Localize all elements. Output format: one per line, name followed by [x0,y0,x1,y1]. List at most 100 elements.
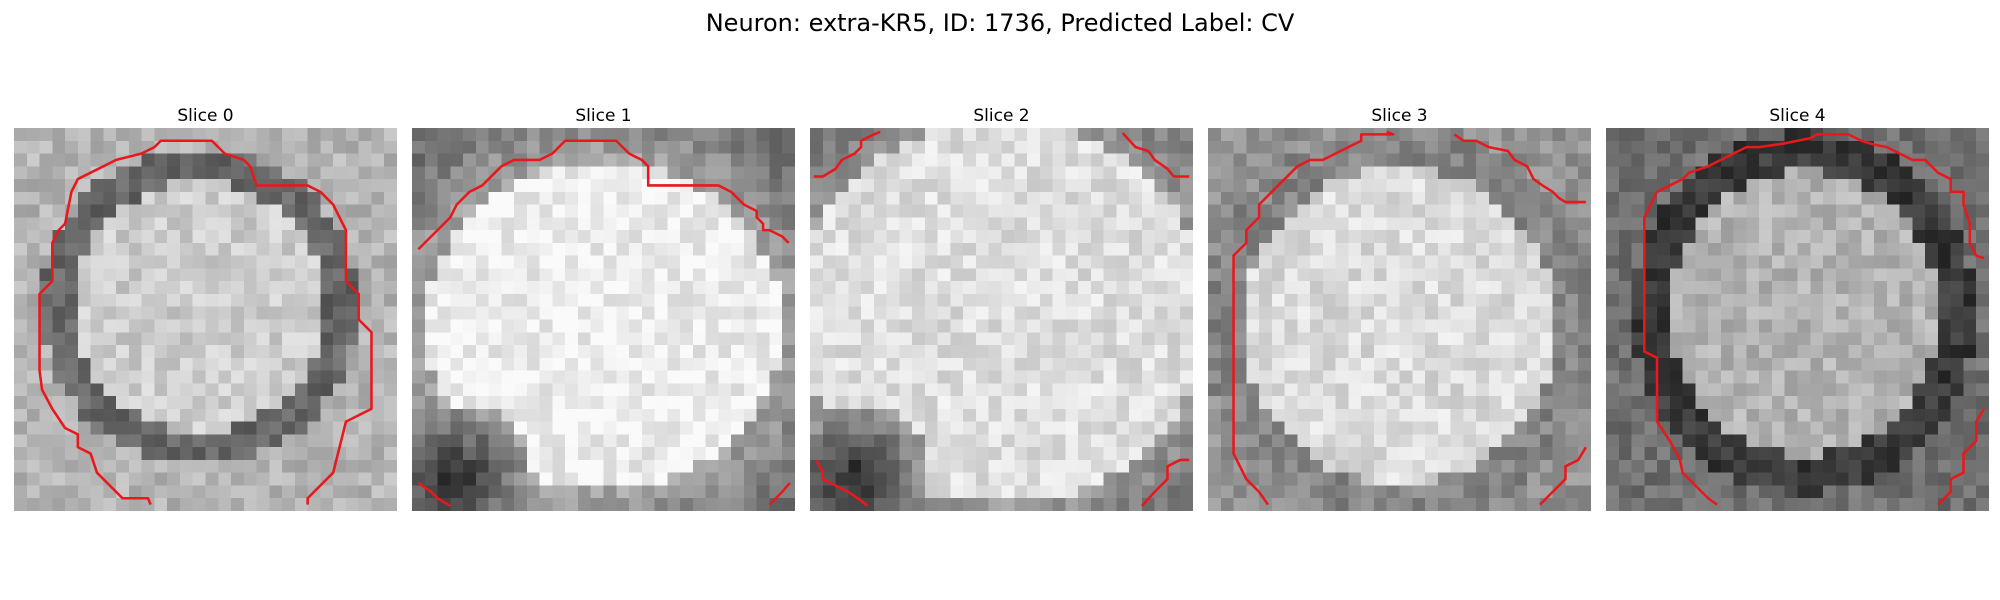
pixel [231,191,245,205]
pixel [616,383,630,397]
pixel [1606,217,1620,231]
pixel [1708,472,1722,486]
pixel [1167,357,1181,371]
pixel [873,421,887,435]
pixel [616,217,630,231]
pixel [1823,293,1837,307]
pixel [1539,332,1553,346]
pixel [1386,242,1400,256]
pixel [1848,293,1862,307]
pixel [680,485,694,499]
pixel [1937,332,1951,346]
pixel [1950,421,1964,435]
pixel [603,396,617,410]
pixel [90,306,104,320]
pixel [488,204,502,218]
pixel [1027,140,1041,154]
pixel [1437,319,1451,333]
pixel [743,357,757,371]
pixel [1246,357,1260,371]
pixel [1233,255,1247,269]
pixel [243,306,257,320]
pixel [358,217,372,231]
pixel [539,370,553,384]
pixel [1399,306,1413,320]
pixel [577,434,591,448]
pixel [1861,281,1875,295]
pixel [282,140,296,154]
pixel [873,268,887,282]
pixel [924,166,938,180]
pixel [603,383,617,397]
pixel [705,459,719,473]
pixel [1141,472,1155,486]
pixel [384,485,397,499]
pixel [692,217,706,231]
pixel [90,204,104,218]
pixel [488,459,502,473]
pixel [1141,370,1155,384]
pixel [1284,357,1298,371]
pixel [218,472,232,486]
pixel [1514,485,1528,499]
pixel [1220,128,1234,142]
pixel [1386,434,1400,448]
pixel [514,191,528,205]
pixel [141,319,155,333]
pixel [243,434,257,448]
pixel [52,191,66,205]
pixel [1759,370,1773,384]
pixel [1271,332,1285,346]
pixel [950,306,964,320]
pixel [269,306,283,320]
pixel [1912,332,1926,346]
pixel [680,421,694,435]
pixel [705,485,719,499]
pixel [1733,306,1747,320]
pixel [1963,421,1977,435]
pixel [861,268,875,282]
pixel [192,179,206,193]
pixel [371,140,385,154]
pixel [861,204,875,218]
pixel [705,396,719,410]
pixel [1310,498,1324,511]
pixel [705,370,719,384]
pixel [1527,447,1541,461]
pixel [1578,472,1591,486]
pixel [848,128,862,142]
pixel [1886,357,1900,371]
pixel [1784,472,1798,486]
pixel [1784,255,1798,269]
pixel [26,268,40,282]
pixel [1733,204,1747,218]
pixel [1644,242,1658,256]
pixel [320,306,334,320]
pixel [603,268,617,282]
pixel [539,421,553,435]
pixel [384,319,397,333]
pixel [1386,319,1400,333]
pixel [501,166,515,180]
pixel [641,498,655,511]
pixel [1631,332,1645,346]
pixel [384,472,397,486]
pixel [1797,383,1811,397]
pixel [1695,191,1709,205]
pixel [1208,332,1222,346]
pixel [1720,421,1734,435]
pixel [577,179,591,193]
pixel [937,242,951,256]
pixel [52,268,66,282]
pixel [1669,293,1683,307]
pixel [950,140,964,154]
pixel [437,459,451,473]
pixel [1437,281,1451,295]
pixel [950,370,964,384]
pixel [1208,153,1222,167]
pixel [873,255,887,269]
pixel [526,447,540,461]
pixel [1001,217,1015,231]
pixel [282,447,296,461]
pixel [282,472,296,486]
